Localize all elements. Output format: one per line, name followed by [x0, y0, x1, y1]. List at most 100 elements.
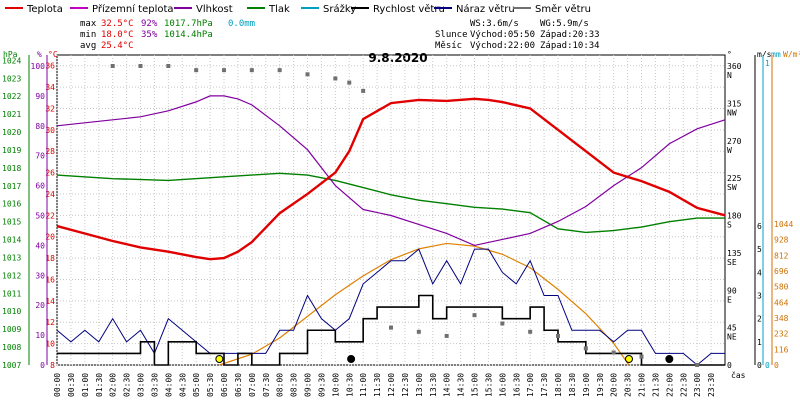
pct-tick-label: 40	[35, 241, 45, 250]
hpa-unit: hPa	[3, 50, 18, 59]
wind-direction-point	[222, 68, 226, 73]
x-tick-label: 19:30	[596, 373, 605, 397]
x-tick-label: 07:30	[262, 373, 271, 397]
stat-avg-label: avg	[80, 41, 96, 51]
hpa-tick-label: 1015	[2, 218, 21, 227]
temp-unit: °C	[48, 50, 58, 59]
ms-tick-label: 0	[757, 361, 762, 370]
wind-direction-point	[389, 325, 393, 330]
wm2-tick-label: 812	[774, 251, 789, 260]
wind-direction-point	[472, 313, 477, 318]
hpa-tick-label: 1007	[2, 361, 21, 370]
stat-max-label: max	[80, 19, 97, 29]
dir-cardinal-label: W	[727, 146, 732, 155]
wm2-tick-label: 116	[774, 345, 789, 354]
x-tick-label: 04:30	[178, 373, 187, 397]
x-tick-label: 15:00	[471, 373, 480, 397]
x-tick-label: 21:00	[638, 373, 647, 397]
wm2-tick-label: 696	[774, 267, 789, 276]
stat-max-press: 1017.7hPa	[164, 19, 213, 29]
stat-max-hum: 92%	[141, 19, 158, 29]
hpa-tick-label: 1022	[2, 92, 21, 101]
x-tick-label: 22:00	[665, 373, 674, 397]
x-tick-label: 08:00	[276, 373, 285, 397]
temp-tick-label: 22	[45, 211, 55, 220]
hpa-tick-label: 1024	[2, 56, 21, 65]
pct-unit: %	[37, 50, 42, 59]
x-tick-label: 16:00	[498, 373, 507, 397]
x-tick-label: 09:30	[317, 373, 326, 397]
x-tick-label: 18:30	[568, 373, 577, 397]
x-tick-label: 12:00	[387, 373, 396, 397]
hpa-tick-label: 1014	[2, 236, 21, 245]
x-tick-label: 18:00	[554, 373, 563, 397]
dir-tick-label: 135	[727, 249, 742, 258]
time-axis-label: čas	[731, 370, 746, 380]
x-tick-label: 14:30	[457, 373, 466, 397]
temp-tick-label: 14	[45, 297, 55, 306]
wm2-tick-label: 928	[774, 236, 789, 245]
mm-tick-label: 1	[765, 59, 770, 68]
x-tick-label: 02:30	[123, 373, 132, 397]
x-tick-label: 17:30	[540, 373, 549, 397]
dir-tick-label: 270	[727, 137, 742, 146]
wm2-tick-label: 0	[774, 361, 779, 370]
humidity-line	[56, 95, 726, 247]
wind-direction-point	[347, 80, 352, 85]
wind-direction-point	[194, 68, 199, 73]
x-tick-label: 01:30	[95, 373, 104, 397]
legend-label: Srážky	[323, 3, 356, 15]
x-tick-label: 15:30	[484, 373, 493, 397]
legend: Teplota Přízemní teplota Vlhkost Tlak Srážky…	[5, 3, 591, 15]
temp-tick-label: 12	[45, 318, 55, 327]
temp-tick-label: 36	[45, 62, 55, 71]
pct-tick-label: 70	[35, 152, 45, 161]
hpa-tick-label: 1017	[2, 182, 21, 191]
wind-direction-point	[333, 76, 338, 81]
temp-tick-label: 28	[45, 147, 55, 156]
x-axis: 00:00 00:30 01:00 01:30 02:00 02:30 03:00 03:30…	[53, 370, 746, 397]
x-tick-label: 14:00	[443, 373, 452, 397]
ms-tick-label: 6	[757, 222, 762, 231]
ms-tick-label: 5	[757, 245, 762, 254]
sun-moon-marker	[665, 355, 674, 363]
wind-direction-point	[138, 64, 143, 68]
x-tick-label: 03:30	[150, 373, 159, 397]
temp-tick-label: 20	[45, 233, 55, 242]
wind-direction-point	[110, 64, 115, 68]
hpa-tick-label: 1010	[2, 307, 21, 316]
stat-min-press: 1014.4hPa	[164, 30, 213, 40]
x-tick-label: 13:30	[429, 373, 438, 397]
temp-tick-label: 30	[45, 126, 55, 135]
dir-cardinal-label: NE	[727, 333, 737, 342]
pct-tick-label: 90	[35, 92, 45, 101]
x-tick-label: 06:00	[220, 373, 229, 397]
sun-moon-marker	[347, 355, 356, 363]
wm2-tick-label: 348	[774, 314, 789, 323]
x-tick-label: 09:00	[304, 373, 313, 397]
x-tick-label: 20:00	[610, 373, 619, 397]
temp-tick-label: 16	[45, 275, 55, 284]
dir-cardinal-label: N	[727, 71, 732, 80]
temp-tick-label: 10	[45, 340, 55, 349]
legend-label: Rychlost větru	[373, 3, 445, 15]
mm-unit: mm	[771, 50, 781, 59]
dir-tick-label: 315	[727, 99, 742, 108]
stats-block: max 32.5°C 92% 1017.7hPa 0.0mm min 18.0°…	[80, 19, 600, 51]
pct-tick-label: 60	[35, 182, 45, 191]
dir-cardinal-label: SE	[727, 258, 737, 267]
x-tick-label: 08:30	[290, 373, 299, 397]
hpa-tick-label: 1009	[2, 325, 21, 334]
x-tick-label: 10:00	[331, 373, 340, 397]
wind-direction-point	[695, 363, 700, 367]
wind-direction-point	[500, 321, 505, 326]
ms-tick-label: 4	[757, 268, 762, 277]
dir-tick-label: 90	[727, 286, 737, 295]
wind-direction-point	[277, 68, 282, 73]
sun-rise: Východ:05:50	[470, 30, 535, 40]
hpa-tick-label: 1013	[2, 253, 21, 262]
sun-set: Západ:20:33	[540, 30, 600, 40]
wind-direction-point	[444, 333, 449, 338]
x-tick-label: 20:30	[624, 373, 633, 397]
